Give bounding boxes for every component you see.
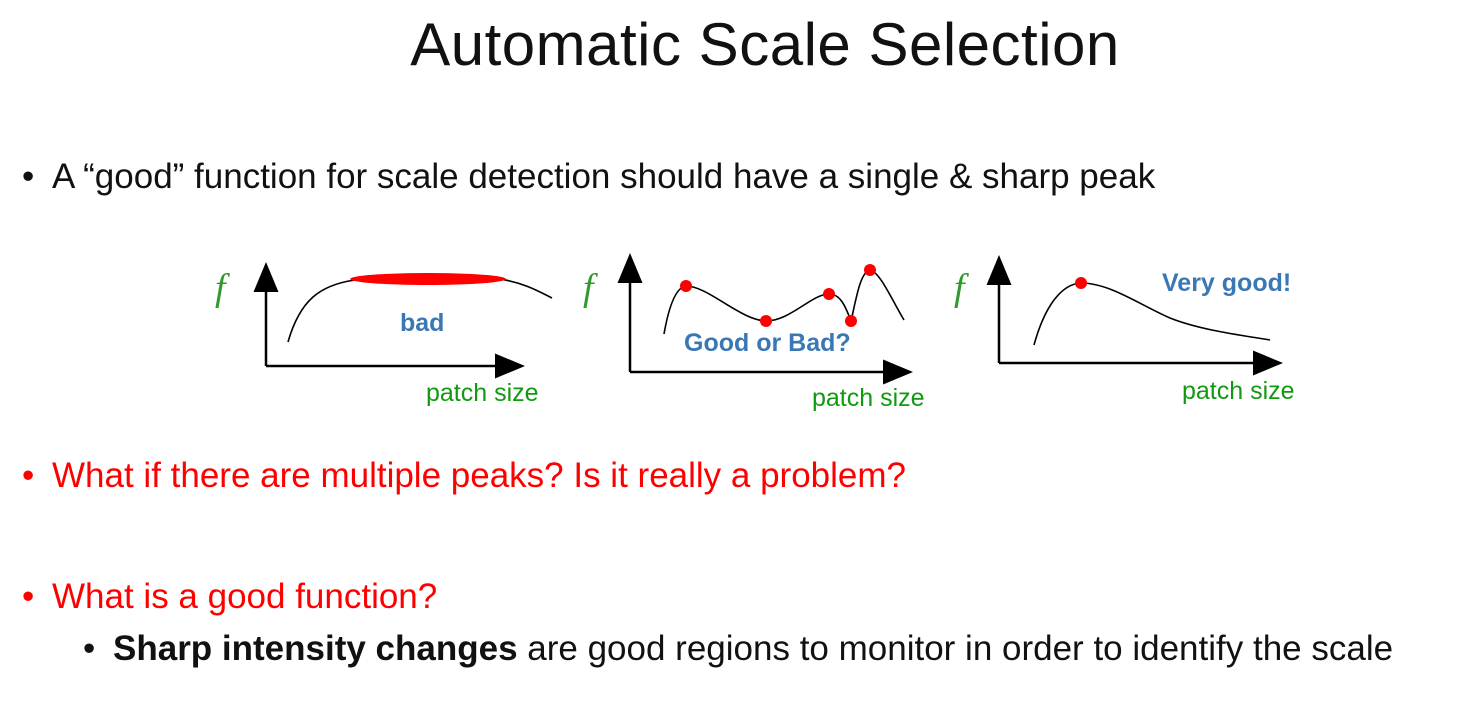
- peak-marker: [823, 288, 835, 300]
- slide-title: Automatic Scale Selection: [410, 11, 1120, 78]
- bullet-multiple-peaks: • What if there are multiple peaks? Is it…: [22, 456, 906, 496]
- bullet-dot: •: [22, 157, 35, 196]
- diagram-note: Good or Bad?: [684, 329, 851, 357]
- bullet-good-function-question: • What is a good function?: [22, 577, 437, 617]
- diagram-note: Very good!: [1162, 269, 1291, 297]
- x-axis-label: patch size: [812, 384, 925, 412]
- scale-function-diagrams: f bad patch size f Good or Bad? patch si…: [215, 253, 1295, 412]
- peak-marker: [1075, 277, 1087, 289]
- bullet-text: What is a good function?: [52, 577, 438, 616]
- response-curve: [663, 269, 905, 335]
- sub-bullet-sharp-intensity: • Sharp intensity changes are good region…: [83, 629, 1393, 669]
- peak-marker: [845, 315, 857, 327]
- bullet-dot: •: [22, 577, 35, 616]
- y-axis-label: f: [954, 267, 969, 309]
- response-curve: [1033, 282, 1271, 346]
- diagram-bad: f bad patch size: [215, 262, 553, 407]
- x-axis-label: patch size: [1182, 377, 1295, 405]
- peak-marker: [864, 264, 876, 276]
- y-axis-label: f: [583, 267, 598, 309]
- bullet-text: A “good” function for scale detection sh…: [52, 157, 1156, 196]
- flat-peak-marker: [350, 273, 506, 285]
- diagram-good-or-bad: f Good or Bad? patch size: [583, 253, 925, 412]
- peak-marker: [680, 280, 692, 292]
- bullet-dot: •: [22, 456, 35, 495]
- y-axis-label: f: [215, 267, 230, 309]
- bullet-text: are good regions to monitor in order to …: [517, 629, 1394, 668]
- peak-marker: [760, 315, 772, 327]
- bullet-good-function: • A “good” function for scale detection s…: [22, 157, 1155, 197]
- x-axis-label: patch size: [426, 379, 539, 407]
- bold-text: Sharp intensity changes: [113, 629, 518, 668]
- diagram-very-good: f Very good! patch size: [954, 255, 1295, 405]
- bullet-text: What if there are multiple peaks? Is it …: [52, 456, 906, 495]
- bullet-dot: •: [83, 629, 96, 668]
- diagram-note: bad: [400, 309, 444, 337]
